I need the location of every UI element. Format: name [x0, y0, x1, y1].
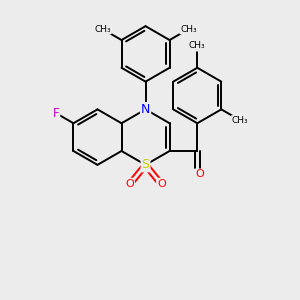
Text: CH₃: CH₃	[232, 116, 248, 125]
Text: CH₃: CH₃	[189, 41, 206, 50]
Text: O: O	[125, 179, 134, 189]
Text: O: O	[157, 179, 166, 189]
Text: CH₃: CH₃	[94, 25, 111, 34]
Text: CH₃: CH₃	[180, 25, 197, 34]
Text: S: S	[142, 158, 149, 171]
Text: N: N	[141, 103, 150, 116]
Text: F: F	[53, 107, 59, 120]
Text: O: O	[195, 169, 204, 179]
